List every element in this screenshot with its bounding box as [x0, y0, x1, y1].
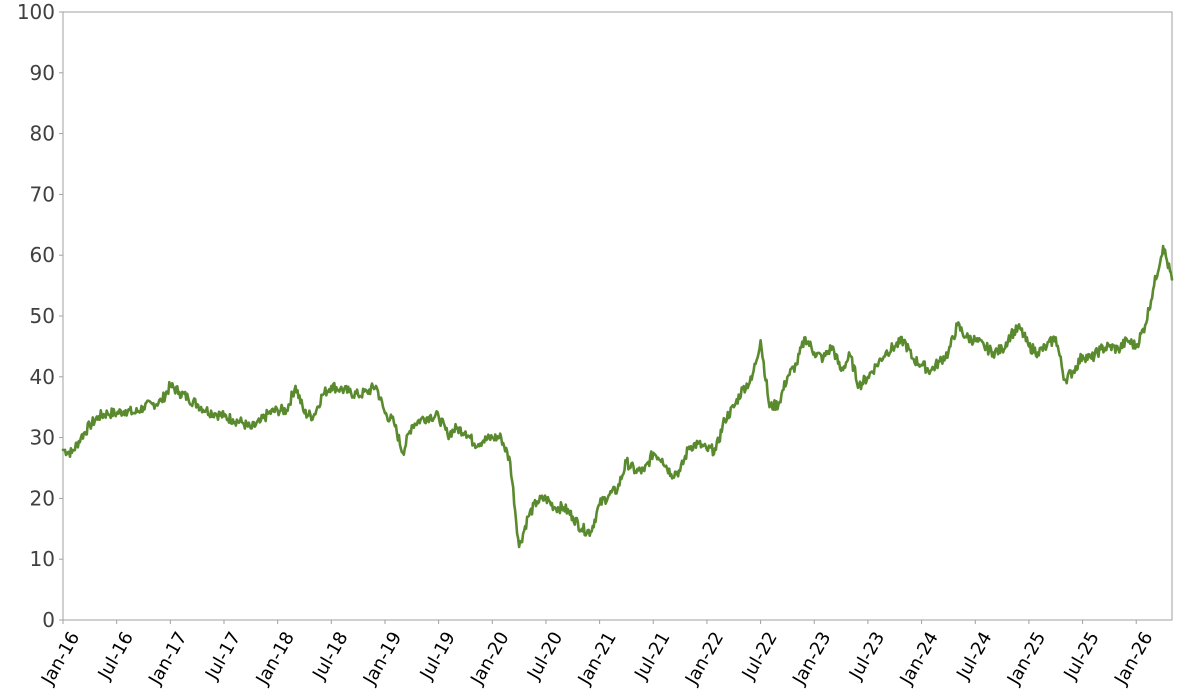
- x-tick-label: Jul-21: [630, 628, 674, 684]
- y-axis: 0 10 20 30 40 50 60 70 80 90 100: [17, 0, 63, 632]
- x-tick-label: Jan-22: [681, 628, 728, 689]
- x-tick-label: Jan-20: [466, 628, 513, 689]
- x-tick-label: Jul-23: [845, 628, 889, 684]
- x-axis: Jan-16 Jul-16 Jan-17 Jul-17 Jan-18 Jul-18 Jan-…: [37, 620, 1157, 689]
- series-layer: [61, 244, 1174, 549]
- y-tick-label: 40: [30, 365, 55, 389]
- x-tick-label: Jan-21: [574, 628, 621, 689]
- x-tick-label: Jul-17: [201, 628, 245, 684]
- y-tick-label: 100: [17, 0, 55, 24]
- x-tick-label: Jan-24: [896, 628, 943, 689]
- y-tick-label: 90: [30, 61, 55, 85]
- x-tick-label: Jul-16: [94, 628, 138, 684]
- y-tick-label: 0: [42, 608, 55, 632]
- y-tick-label: 70: [30, 182, 55, 206]
- x-tick-label: Jul-24: [952, 628, 996, 684]
- x-tick-label: Jan-26: [1110, 628, 1157, 689]
- x-tick-label: Jul-25: [1060, 628, 1104, 684]
- series-line: [61, 244, 1174, 549]
- x-tick-label: Jan-23: [788, 628, 835, 689]
- y-tick-label: 20: [30, 486, 55, 510]
- y-tick-label: 60: [30, 243, 55, 267]
- x-tick-label: Jan-16: [37, 628, 84, 689]
- y-tick-label: 50: [30, 304, 55, 328]
- plot-area: [62, 11, 1173, 621]
- x-tick-label: Jan-19: [359, 628, 406, 689]
- x-tick-label: Jul-20: [523, 628, 567, 684]
- x-tick-label: Jul-19: [416, 628, 460, 684]
- x-tick-label: Jan-25: [1003, 628, 1050, 689]
- x-tick-label: Jan-17: [144, 628, 191, 689]
- y-tick-label: 80: [30, 122, 55, 146]
- y-tick-label: 30: [30, 426, 55, 450]
- y-tick-label: 10: [30, 547, 55, 571]
- x-tick-label: Jul-22: [738, 628, 782, 684]
- x-tick-label: Jan-18: [252, 628, 299, 689]
- x-tick-label: Jul-18: [308, 628, 352, 684]
